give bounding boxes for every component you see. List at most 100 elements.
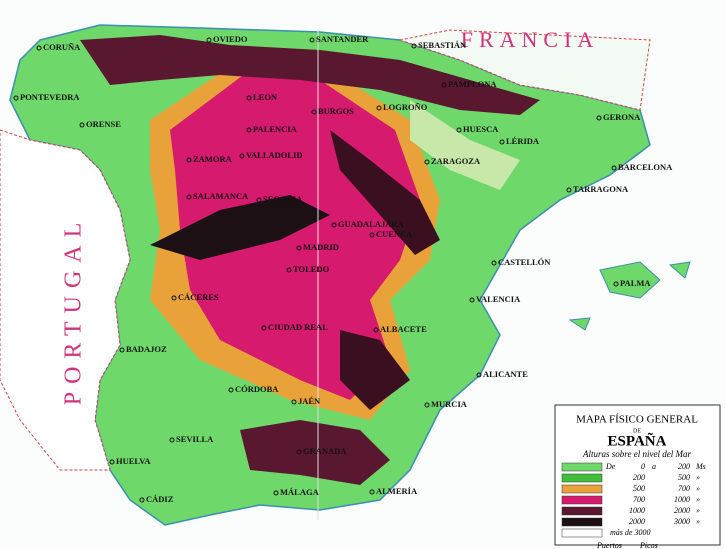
legend: MAPA FÍSICO GENERAL DE ESPAÑA Alturas so… [554,404,721,549]
city-label: MURCIA [431,399,468,409]
city-dot [139,497,145,503]
city-dot [246,127,252,133]
city-label: SEVILLA [176,434,214,444]
legend-lo: 200 [633,473,645,482]
city-label: LEON [253,92,278,102]
legend-hi: 700 [678,484,690,493]
city-dot [491,260,497,266]
city-dot [469,297,475,303]
city-label: ORENSE [86,119,121,129]
city-label: GRANADA [303,446,347,456]
city-dot [291,399,297,405]
legend-swatch [561,484,603,494]
legend-peaks: Picos [639,541,658,549]
city-label: VALLADOLID [246,150,303,160]
city-dot [228,387,234,393]
legend-swatch [561,528,603,538]
legend-swatch [561,517,603,527]
city-label: GERONA [603,112,641,122]
city-dot [119,347,125,353]
country-label: PORTUGAL [61,215,87,406]
legend-swatch [561,473,603,483]
legend-lo: 500 [633,484,645,493]
legend-unit: » [696,495,700,504]
city-label: HUELVA [116,456,151,466]
city-label: CÓRDOBA [235,384,279,394]
legend-hi: 3000 [673,517,690,526]
city-label: ALICANTE [483,369,528,379]
legend-unit: » [696,517,700,526]
legend-unit: » [696,473,700,482]
city-label: CASTELLÓN [498,257,551,267]
city-dot [441,82,447,88]
legend-more: más de 3000 [610,528,650,537]
city-dot [273,490,279,496]
legend-unit: » [696,506,700,515]
legend-hi: 2000 [674,506,690,515]
city-dot [499,139,505,145]
legend-lo: 1000 [629,506,645,515]
legend-de: DE [633,428,641,434]
land [0,24,691,526]
legend-passes: Puertos [596,541,622,549]
city-dot [171,295,177,301]
city-dot [311,109,317,115]
legend-subtitle: Alturas sobre el nivel del Mar [582,449,691,459]
city-label: ALMERÍA [376,486,418,496]
city-label: PONTEVEDRA [20,92,80,102]
city-dot [424,402,430,408]
city-label: LOGROÑO [383,102,428,112]
city-dot [261,325,267,331]
city-label: CÁDIZ [146,494,174,504]
legend-lo: 2000 [629,517,645,526]
city-label: ALBACETE [380,324,427,334]
city-label: TOLEDO [293,264,330,274]
city-dot [256,197,262,203]
city-dot [296,245,302,251]
legend-hi: 200 [678,462,690,471]
legend-unit: Ms [695,462,706,471]
city-label: JAÉN [298,396,321,406]
legend-hi: 500 [678,473,690,482]
city-dot [296,449,302,455]
city-dot [411,43,417,49]
legend-title: MAPA FÍSICO GENERAL [576,414,698,426]
city-label: VALENCIA [476,294,521,304]
city-label: PAMPLONA [448,79,497,89]
city-dot [331,222,337,228]
city-label: CIUDAD REAL [268,322,328,332]
city-label: PALENCIA [253,124,298,134]
city-label: TARRAGONA [573,184,629,194]
city-label: MADRID [303,242,339,252]
city-label: BARCELONA [618,162,673,172]
city-label: ZARAGOZA [431,156,481,166]
city-label: BURGOS [318,106,354,116]
city-dot [596,115,602,121]
city-dot [79,122,85,128]
city-dot [169,437,175,443]
city-dot [369,489,375,495]
legend-lo: 0 [641,462,645,471]
legend-a: a [652,462,656,471]
legend-lo: 700 [633,495,645,504]
legend-from: De [605,462,616,471]
city-dot [456,127,462,133]
city-dot [186,194,192,200]
city-dot [206,37,212,43]
city-dot [476,372,482,378]
city-label: SANTANDER [316,34,369,44]
city-label: LÉRIDA [506,136,540,146]
city-dot [369,232,375,238]
city-label: BADAJOZ [126,344,167,354]
legend-swatch [561,495,603,505]
city-dot [613,281,619,287]
legend-hi: 1000 [674,495,690,504]
legend-swatch [561,462,603,472]
city-dot [186,157,192,163]
legend-country: ESPAÑA [608,431,667,449]
city-dot [373,327,379,333]
city-dot [566,187,572,193]
city-dot [246,95,252,101]
city-dot [376,105,382,111]
